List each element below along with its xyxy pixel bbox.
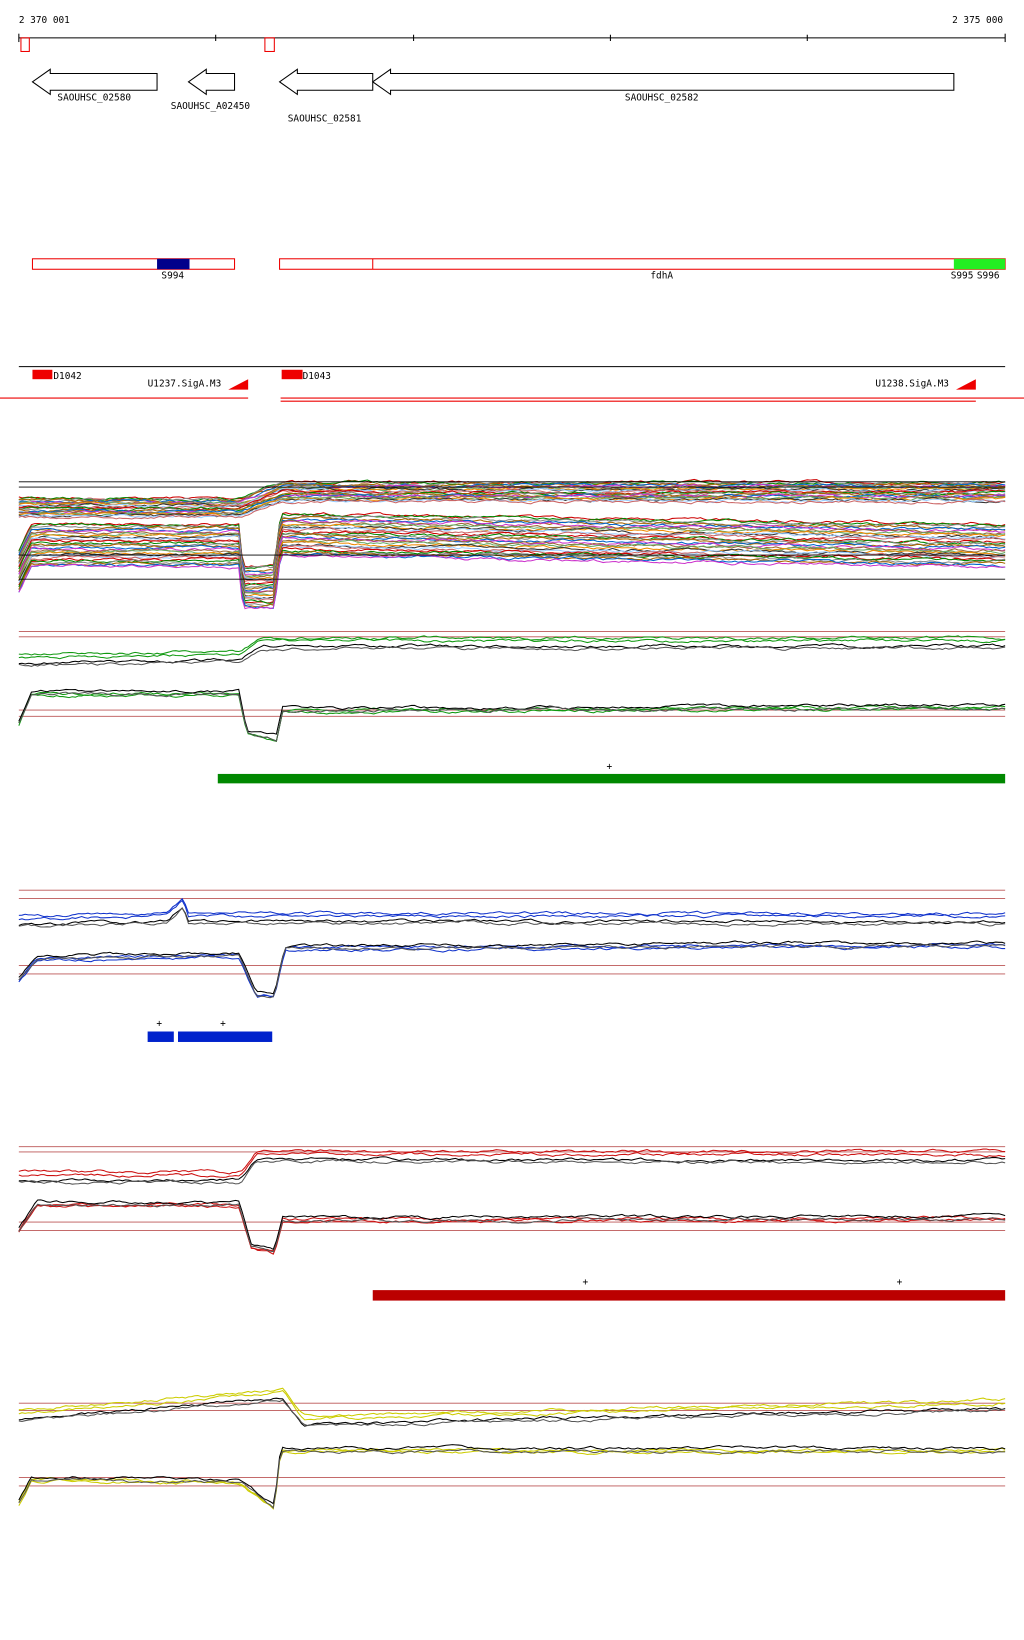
track-line (18, 1449, 1006, 1510)
track-line (18, 1204, 1006, 1255)
track-line (18, 1390, 1006, 1421)
track-line (18, 525, 1006, 582)
feature-box (31, 258, 236, 270)
track-line (18, 538, 1006, 594)
feature-label: S995 (951, 271, 974, 282)
track-line (18, 543, 1006, 600)
feature-fill (157, 258, 190, 270)
reg-triangle (228, 379, 249, 390)
feature-box (279, 258, 1006, 270)
track-line (18, 530, 1006, 585)
track-line (18, 539, 1006, 596)
ruler-ticks (18, 33, 1006, 43)
track-line (18, 645, 1006, 667)
track-line (18, 1202, 1006, 1251)
gene-arrow (278, 68, 374, 96)
track-line (18, 488, 1006, 510)
track-line (18, 693, 1006, 742)
feature-fill (953, 258, 1006, 270)
track-line (18, 523, 1006, 579)
track-line (18, 553, 1006, 610)
track-line (18, 688, 1006, 735)
marker: + (156, 1018, 162, 1029)
track-line (18, 523, 1006, 580)
gene-arrow (187, 68, 236, 96)
track-line (18, 1399, 1006, 1427)
marker: + (220, 1018, 226, 1029)
marker: + (582, 1277, 588, 1288)
gene-arrow (31, 68, 158, 96)
track-line (18, 1387, 1006, 1418)
track-line (18, 643, 1006, 665)
track-line (18, 635, 1006, 656)
track-line (18, 943, 1006, 999)
reg-label: U1238.SigA.M3 (875, 379, 949, 390)
feature-label: S994 (161, 271, 184, 282)
gene-label: SAOUHSC_02581 (288, 114, 362, 125)
track-line (18, 1397, 1006, 1427)
track-line (18, 547, 1006, 604)
ruler-end: 2 375 000 (952, 15, 1003, 26)
track-line (18, 496, 1006, 518)
track-line (18, 552, 1006, 609)
gene-label: SAOUHSC_02580 (57, 93, 131, 104)
feature-label: S996 (977, 271, 1000, 282)
ruler-start: 2 370 001 (19, 15, 70, 26)
track-line (18, 544, 1006, 601)
track-line (18, 532, 1006, 588)
track-line (18, 519, 1006, 578)
marker: + (897, 1277, 903, 1288)
track-line (18, 1448, 1006, 1510)
reg-box (32, 369, 53, 380)
reg-box (281, 369, 303, 380)
ruler-mark (20, 37, 30, 53)
track-line (18, 1159, 1006, 1185)
reg-triangle (955, 379, 976, 390)
reg-label: U1237.SigA.M3 (148, 379, 222, 390)
track-line (18, 498, 1006, 520)
ruler-mark (264, 37, 275, 53)
marker: + (607, 762, 613, 773)
track-line (18, 944, 1006, 998)
track-line (18, 551, 1006, 607)
gene-label: SAOUHSC_A02450 (171, 101, 251, 112)
track-line (18, 550, 1006, 608)
track-line (18, 1199, 1006, 1251)
track-line (18, 899, 1006, 921)
track-line (18, 526, 1006, 582)
track-line (18, 533, 1006, 590)
track-line (18, 907, 1006, 928)
track-line (18, 1444, 1006, 1505)
feature-label: fdhA (650, 271, 673, 282)
segment-bar (217, 773, 1006, 784)
track-line (18, 1151, 1006, 1178)
track-line (18, 691, 1006, 742)
segment-bar (177, 1031, 273, 1042)
reg-label: D1042 (53, 371, 81, 382)
segment-bar (372, 1290, 1006, 1301)
reg-label: D1043 (303, 371, 331, 382)
track-line (18, 1156, 1006, 1183)
track-line (18, 496, 1006, 517)
track-line (18, 1148, 1006, 1175)
gene-label: SAOUHSC_02582 (625, 93, 699, 104)
track-line (18, 493, 1006, 515)
segment-bar (147, 1031, 174, 1042)
track-line (18, 638, 1006, 660)
track-line (18, 897, 1006, 918)
gene-arrow (371, 68, 955, 96)
track-line (18, 515, 1006, 572)
track-line (18, 1203, 1006, 1253)
track-line (18, 940, 1006, 995)
track-line (18, 536, 1006, 592)
track-line (18, 942, 1006, 997)
track-line (18, 514, 1006, 569)
